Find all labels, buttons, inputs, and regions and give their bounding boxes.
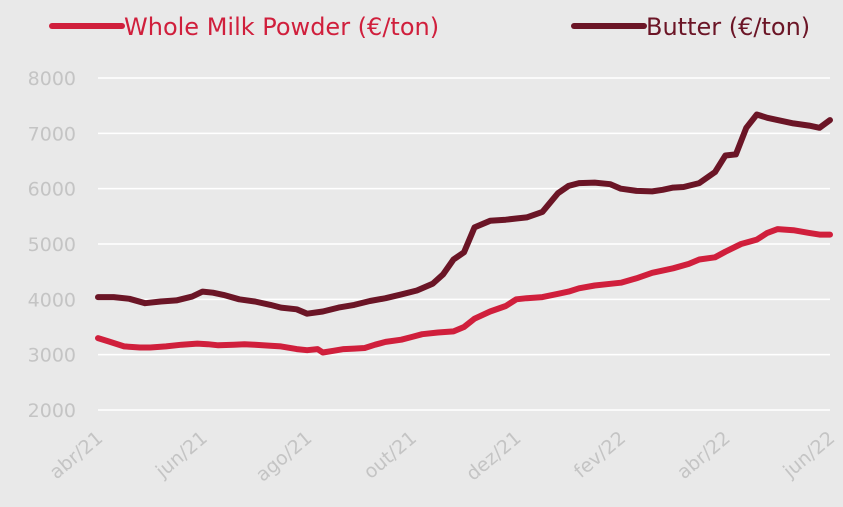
y-tick-label: 6000: [28, 179, 76, 201]
series-line-1: [95, 111, 833, 317]
x-tick-label: ago/21: [252, 427, 317, 486]
series-lines: [95, 111, 833, 356]
y-tick-label: 5000: [28, 234, 76, 256]
gridlines: [98, 77, 830, 411]
legend-label: Whole Milk Powder (€/ton): [124, 13, 439, 41]
x-tick-label: jun/22: [778, 427, 839, 483]
x-tick-label: abr/21: [46, 427, 108, 484]
y-axis-ticks: 2000 3000 4000 5000 6000 7000 8000: [28, 68, 76, 422]
x-axis-ticks: abr/21 jun/21 ago/21 out/21 dez/21 fev/22 abr/…: [46, 427, 840, 486]
y-tick-label: 3000: [28, 345, 76, 367]
x-tick-label: fev/22: [570, 427, 630, 483]
x-tick-label: abr/22: [673, 427, 735, 484]
y-tick-label: 8000: [28, 68, 76, 90]
x-tick-label: dez/21: [462, 427, 525, 485]
legend: Whole Milk Powder (€/ton) Butter (€/ton): [49, 13, 810, 41]
y-tick-label: 2000: [28, 400, 76, 422]
series-line-0: [95, 226, 833, 356]
y-tick-label: 4000: [28, 289, 76, 311]
legend-label: Butter (€/ton): [646, 13, 810, 41]
x-tick-label: out/21: [360, 427, 421, 484]
x-tick-label: jun/21: [151, 427, 212, 483]
y-tick-label: 7000: [28, 123, 76, 145]
